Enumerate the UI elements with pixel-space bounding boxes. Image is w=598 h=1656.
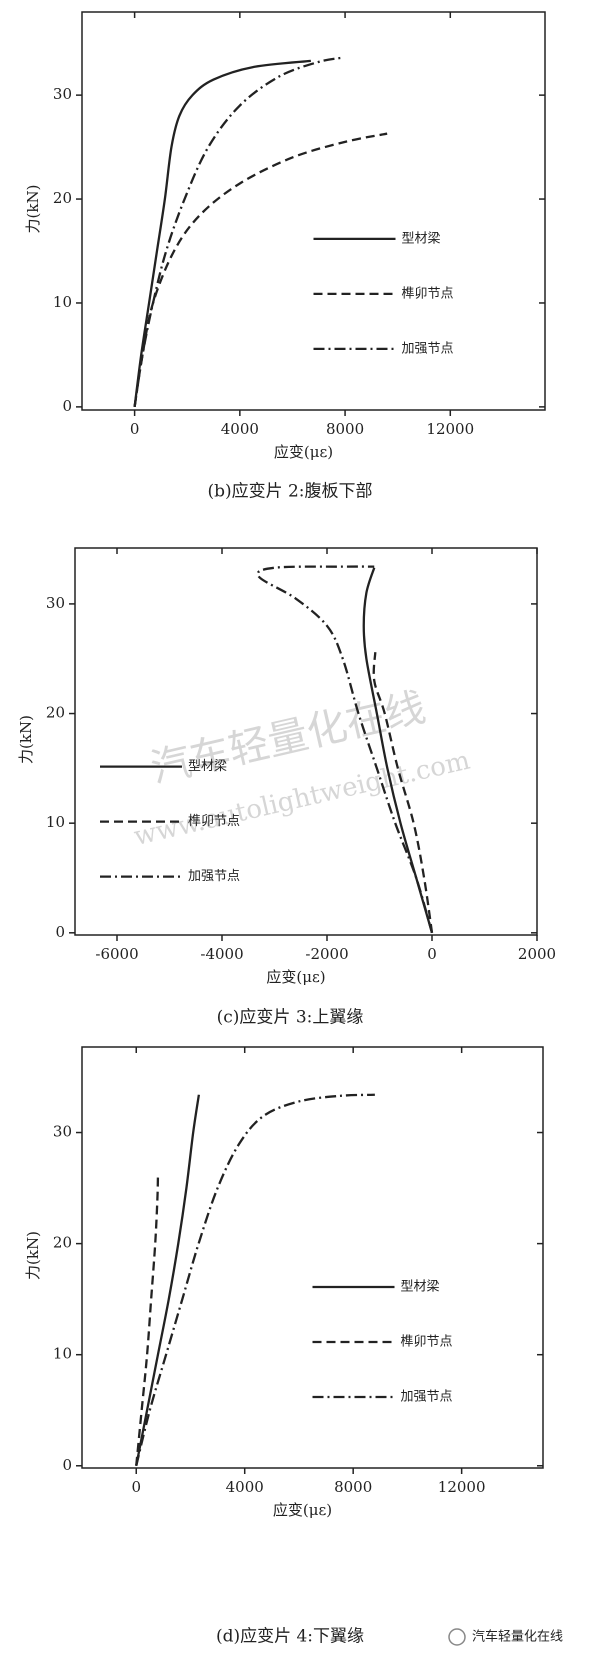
x-tick-label: 12000 [438,1478,486,1496]
x-tick-label: -2000 [305,945,348,963]
y-axis-label: 力(kN) [17,715,35,764]
series-line [135,1093,375,1467]
series-line [362,567,434,934]
series-line [372,652,434,933]
logo: 汽车轻量化在线 [448,1628,563,1646]
x-tick-label: -4000 [200,945,243,963]
x-tick-label: 4000 [221,420,259,438]
x-axis-label: 应变(με) [266,968,325,986]
legend-label: 加强节点 [188,869,240,884]
legend-label: 型材梁 [401,1279,440,1294]
y-tick-label: 10 [53,1345,72,1363]
x-tick-label: 0 [427,945,437,963]
series-line [135,1176,160,1466]
y-tick-label: 20 [53,189,72,207]
y-tick-label: 30 [53,1123,72,1141]
y-tick-label: 0 [55,923,65,941]
y-axis-label: 力(kN) [24,1231,42,1280]
x-tick-label: 2000 [518,945,556,963]
legend-label: 加强节点 [401,1389,453,1404]
chart-title: (d)应变片 4:下翼缘 [216,1627,364,1647]
series-line [133,59,311,408]
legend-label: 榫卯节点 [188,814,240,829]
y-tick-label: 0 [62,397,72,415]
x-tick-label: 8000 [334,1478,372,1496]
logo-icon [448,1628,466,1646]
y-tick-label: 0 [62,1456,72,1474]
chart-title: (c)应变片 3:上翼缘 [217,1008,364,1028]
legend-label: 榫卯节点 [402,286,454,301]
series-line [256,565,434,934]
x-axis-label: 应变(με) [273,1501,332,1519]
series-line [133,132,388,408]
x-tick-label: 8000 [326,420,364,438]
watermark: 汽车轻量化在线 www.autolightweight.com [131,684,473,852]
y-tick-label: 20 [53,1234,72,1252]
x-axis-label: 应变(με) [274,443,333,461]
y-tick-label: 30 [46,594,65,612]
series-line [135,1094,201,1467]
plot-frame [81,1046,544,1469]
y-tick-label: 30 [53,85,72,103]
x-tick-label: 0 [130,420,140,438]
plot-frame [74,547,538,936]
legend-label: 型材梁 [188,759,227,774]
legend-label: 型材梁 [402,231,441,246]
y-axis-label: 力(kN) [24,185,42,234]
y-tick-label: 10 [53,293,72,311]
y-tick-label: 20 [46,704,65,722]
logo-text: 汽车轻量化在线 [472,1629,563,1645]
chart-title: (b)应变片 2:腹板下部 [207,482,372,502]
x-tick-label: -6000 [95,945,138,963]
x-tick-label: 4000 [226,1478,264,1496]
legend-label: 加强节点 [402,341,454,356]
y-tick-label: 10 [46,813,65,831]
x-tick-label: 12000 [426,420,474,438]
legend-label: 榫卯节点 [401,1334,453,1349]
x-tick-label: 0 [131,1478,141,1496]
plot-frame [81,11,546,411]
series-line [133,56,343,408]
